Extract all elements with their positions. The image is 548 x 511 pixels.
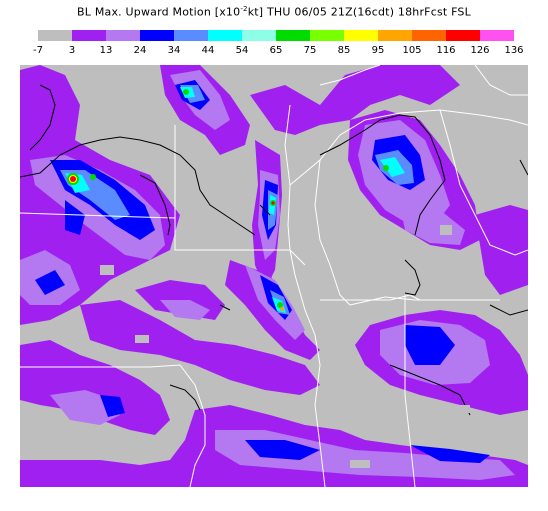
legend-swatch [480, 30, 514, 41]
legend-swatch [174, 30, 208, 41]
legend-label: 24 [133, 45, 147, 56]
legend-label: 54 [235, 45, 249, 56]
legend-label: 44 [201, 45, 215, 56]
legend-label: 34 [167, 45, 181, 56]
legend-label: 85 [337, 45, 351, 56]
legend-swatch [208, 30, 242, 41]
legend-swatch [378, 30, 412, 41]
legend-swatch [242, 30, 276, 41]
legend-label: 136 [504, 45, 524, 56]
field-hotspots [67, 89, 389, 311]
legend-swatch [38, 30, 72, 41]
legend-swatch [72, 30, 106, 41]
legend-label: 3 [68, 45, 76, 56]
legend-swatch [344, 30, 378, 41]
legend-label: 95 [371, 45, 385, 56]
contour-lines [20, 84, 528, 416]
legend-swatch [446, 30, 480, 41]
legend-label: -7 [33, 45, 43, 56]
legend-swatch [106, 30, 140, 41]
title-left: BL Max. Upward Motion [x10 [77, 5, 241, 19]
state-boundaries [20, 65, 528, 487]
legend-swatch [276, 30, 310, 41]
legend-swatch [140, 30, 174, 41]
title-exponent: -2 [240, 5, 248, 13]
legend-label: 105 [402, 45, 422, 56]
legend-labels: -7 3 13 24 34 44 54 65 75 85 95 105 116 126 136 [0, 45, 548, 57]
legend-label: 13 [99, 45, 113, 56]
upward-motion-map [20, 65, 528, 487]
title-right: kt] THU 06/05 21Z(16cdt) 18hrFcst FSL [247, 5, 471, 19]
color-legend [38, 30, 514, 41]
field-holes [50, 225, 470, 468]
legend-swatch [412, 30, 446, 41]
legend-label: 116 [436, 45, 456, 56]
legend-label: 75 [303, 45, 317, 56]
map-title: BL Max. Upward Motion [x10-2kt] THU 06/0… [0, 5, 548, 19]
legend-swatch [310, 30, 344, 41]
legend-label: 126 [470, 45, 490, 56]
legend-label: 65 [269, 45, 283, 56]
